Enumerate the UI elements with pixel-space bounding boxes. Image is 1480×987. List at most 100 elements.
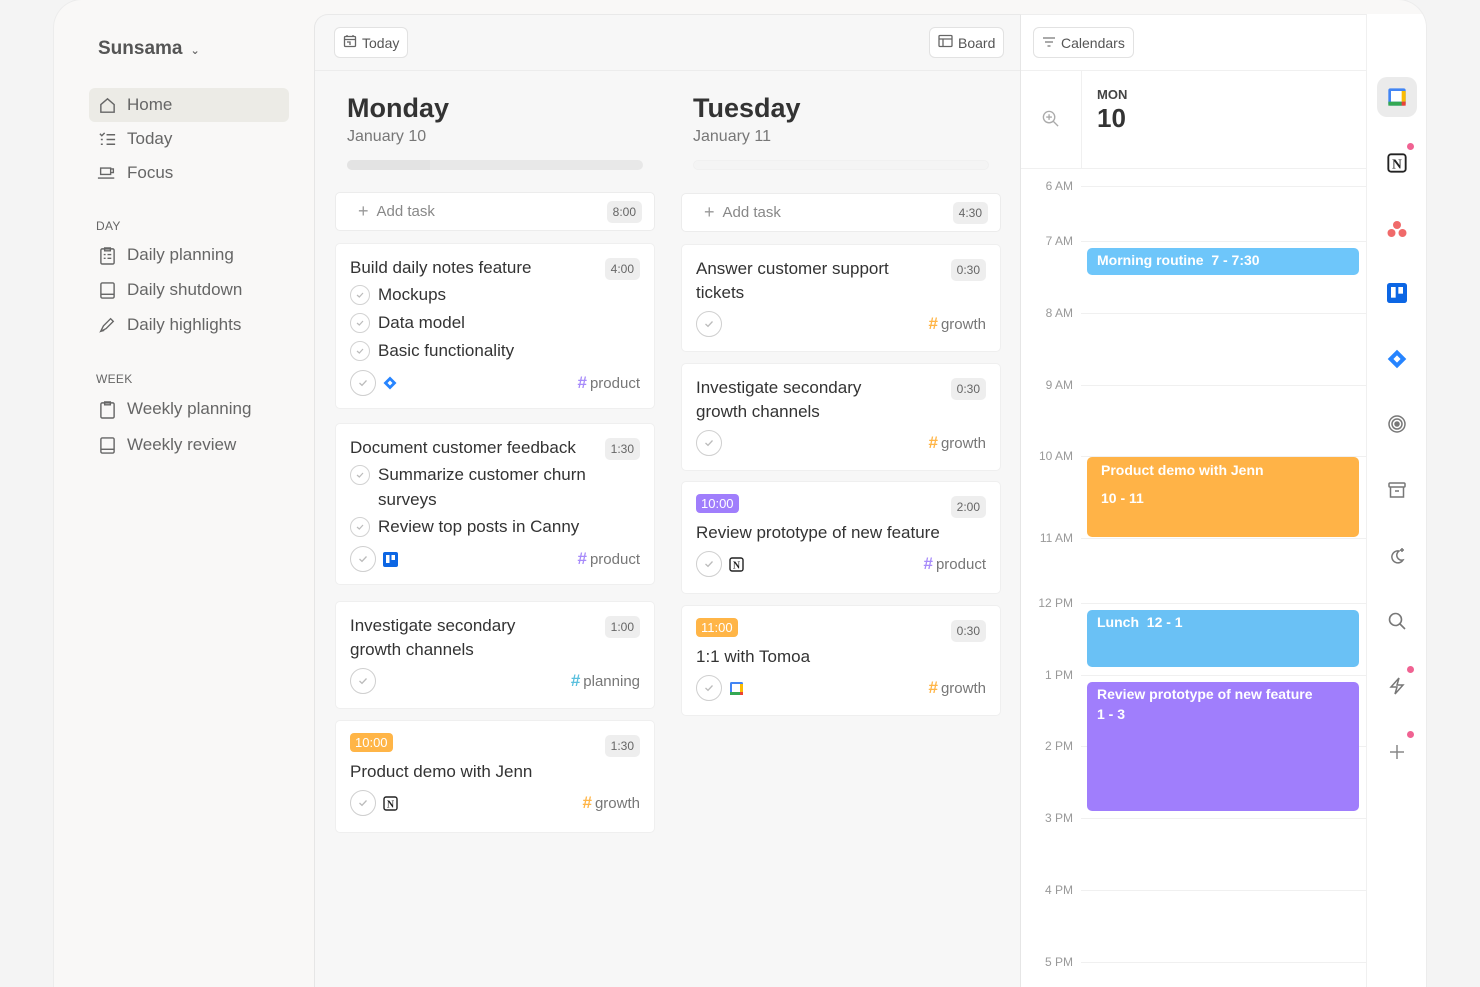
- subtask-checkbox[interactable]: [350, 465, 370, 485]
- sidebar-item-focus[interactable]: Focus: [89, 156, 289, 190]
- board-view-button[interactable]: Board: [929, 27, 1005, 58]
- sidebar-item-daily-shutdown[interactable]: Daily shutdown: [89, 273, 289, 307]
- task-board: Today Board Monday January 10 + Add task…: [314, 14, 1021, 987]
- integrations-rail: N: [1366, 14, 1426, 987]
- sidebar-item-label: Today: [127, 129, 173, 148]
- task-card[interactable]: 10:00 2:00 Review prototype of new featu…: [681, 481, 1001, 594]
- hour-label: 8 AM: [1045, 306, 1073, 320]
- complete-task-checkbox[interactable]: [350, 790, 376, 816]
- notification-dot: [1407, 666, 1414, 673]
- task-card[interactable]: 11:00 0:30 1:1 with Tomoa # growth: [681, 605, 1001, 716]
- subtask-checkbox[interactable]: [350, 285, 370, 305]
- start-time-chip[interactable]: 10:00: [350, 733, 393, 752]
- calendar-event[interactable]: Review prototype of new feature 1 - 3: [1087, 682, 1359, 811]
- task-title: Product demo with Jenn: [350, 762, 533, 781]
- hashtag-icon: #: [570, 671, 581, 690]
- task-tag[interactable]: # product: [577, 373, 640, 392]
- trello-icon[interactable]: [1377, 273, 1417, 313]
- hour-label: 4 PM: [1044, 883, 1073, 897]
- subtask: Summarize customer churn surveys: [350, 462, 640, 512]
- calendars-label: Calendars: [1061, 34, 1125, 51]
- hour-label: 5 PM: [1044, 955, 1073, 969]
- task-card[interactable]: Investigate secondary growth channels 1:…: [335, 601, 655, 709]
- sidebar-item-daily-planning[interactable]: Daily planning: [89, 238, 289, 272]
- task-tag[interactable]: # growth: [582, 793, 641, 812]
- zoom-in-icon[interactable]: [1041, 109, 1060, 133]
- subtask: Mockups: [350, 282, 640, 308]
- calendar-event[interactable]: Lunch 12 - 1: [1087, 610, 1359, 667]
- sidebar-item-today[interactable]: Today: [89, 122, 289, 156]
- lightning-icon[interactable]: [1377, 666, 1417, 706]
- section-label-week: WEEK: [96, 372, 133, 386]
- today-button[interactable]: Today: [334, 27, 409, 58]
- complete-task-checkbox[interactable]: [696, 430, 722, 456]
- start-time-chip[interactable]: 10:00: [696, 494, 739, 513]
- subtask: Basic functionality: [350, 338, 640, 364]
- complete-task-checkbox[interactable]: [696, 675, 722, 701]
- task-card[interactable]: Document customer feedback 1:30 Summariz…: [335, 423, 655, 585]
- hour-label: 6 AM: [1045, 179, 1073, 193]
- archive-icon[interactable]: [1377, 470, 1417, 510]
- add-task-button[interactable]: + Add task 4:30: [681, 193, 1001, 232]
- add-task-button[interactable]: + Add task 8:00: [335, 192, 655, 231]
- book-icon: [97, 435, 117, 455]
- board-layout-icon: [938, 34, 953, 51]
- task-tag[interactable]: # product: [577, 549, 640, 568]
- sidebar-item-weekly-review[interactable]: Weekly review: [89, 428, 289, 462]
- checklist-icon: [97, 129, 117, 149]
- google-calendar-icon[interactable]: [1377, 77, 1417, 117]
- task-tag[interactable]: # growth: [928, 433, 987, 452]
- hour-label: 10 AM: [1038, 449, 1073, 463]
- task-tag[interactable]: # growth: [928, 678, 987, 697]
- day-date: January 11: [693, 128, 771, 145]
- task-card[interactable]: Answer customer support tickets 0:30 # gr…: [681, 244, 1001, 352]
- complete-task-checkbox[interactable]: [350, 370, 376, 396]
- asana-icon[interactable]: [1377, 209, 1417, 249]
- subtask-checkbox[interactable]: [350, 341, 370, 361]
- add-integration-icon[interactable]: [1377, 732, 1417, 772]
- task-tag[interactable]: # growth: [928, 314, 987, 333]
- jira-icon[interactable]: [1377, 339, 1417, 379]
- hashtag-icon: #: [582, 793, 592, 812]
- task-title: Document customer feedback: [350, 438, 576, 457]
- task-duration: 0:30: [950, 378, 986, 400]
- workspace-switcher[interactable]: Sunsama ⌄: [98, 38, 200, 60]
- focus-target-icon[interactable]: [1377, 404, 1417, 444]
- task-card[interactable]: 10:00 1:30 Product demo with Jenn N # gro…: [335, 720, 655, 833]
- task-card[interactable]: Build daily notes feature 4:00 Mockups D…: [335, 243, 655, 409]
- start-time-chip[interactable]: 11:00: [696, 618, 738, 637]
- task-card[interactable]: Investigate secondary growth channels 0:…: [681, 363, 1001, 471]
- complete-task-checkbox[interactable]: [696, 311, 722, 337]
- notification-dot: [1407, 731, 1414, 738]
- plus-icon: +: [358, 201, 369, 221]
- calendar-event[interactable]: Product demo with Jenn 10 - 11: [1087, 457, 1359, 537]
- task-tag[interactable]: # planning: [570, 671, 640, 690]
- calendar-event[interactable]: Morning routine 7 - 7:30: [1087, 248, 1359, 275]
- task-duration: 1:30: [604, 735, 640, 757]
- hour-label: 2 PM: [1044, 739, 1073, 753]
- subtask-checkbox[interactable]: [350, 313, 370, 333]
- complete-task-checkbox[interactable]: [696, 551, 722, 577]
- sidebar-item-daily-highlights[interactable]: Daily highlights: [89, 308, 289, 342]
- subtask-checkbox[interactable]: [350, 517, 370, 537]
- add-task-label: Add task: [722, 204, 781, 221]
- notification-dot: [1407, 143, 1414, 150]
- complete-task-checkbox[interactable]: [350, 668, 376, 694]
- calendar-day-number: 10: [1097, 103, 1126, 133]
- svg-text:N: N: [1392, 156, 1402, 171]
- task-tag[interactable]: # product: [923, 554, 986, 573]
- calendars-filter-button[interactable]: Calendars: [1033, 27, 1134, 58]
- task-duration: 1:00: [604, 616, 640, 638]
- sidebar-item-label: Daily planning: [127, 245, 234, 264]
- notion-icon[interactable]: N: [1377, 143, 1417, 183]
- google-calendar-icon: [728, 680, 744, 696]
- sidebar-item-label: Weekly planning: [127, 399, 252, 418]
- night-mode-icon[interactable]: [1377, 536, 1417, 576]
- sidebar-item-weekly-planning[interactable]: Weekly planning: [89, 392, 289, 426]
- task-title: Review prototype of new feature: [696, 523, 940, 542]
- hashtag-icon: #: [577, 373, 587, 392]
- complete-task-checkbox[interactable]: [350, 546, 376, 572]
- day-progress-bar: [347, 160, 643, 170]
- sidebar-item-home[interactable]: Home: [89, 88, 289, 122]
- search-icon[interactable]: [1377, 601, 1417, 641]
